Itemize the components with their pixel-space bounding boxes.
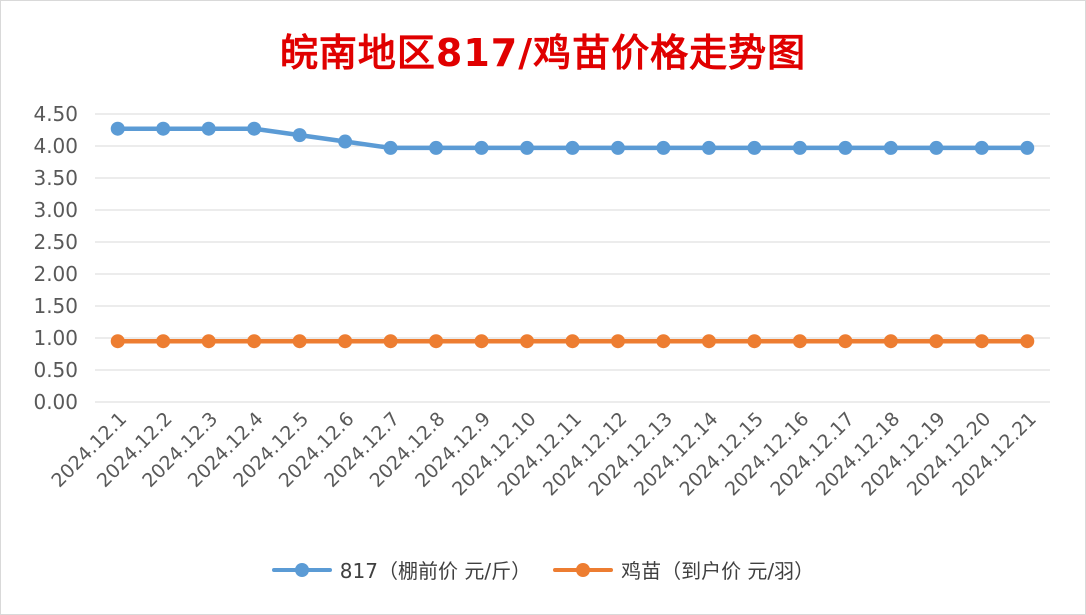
y-tick-label: 2.00 (33, 262, 78, 286)
data-point (110, 121, 125, 136)
data-point (701, 334, 716, 349)
data-point (838, 334, 853, 349)
y-axis-ticks: 0.00 0.50 1.00 1.50 2.00 2.50 3.00 3.50 4.00 4.50 (33, 102, 78, 414)
data-point (383, 334, 398, 349)
chart-title: 皖南地区817/鸡苗价格走势图 (279, 31, 807, 75)
data-point (565, 140, 580, 155)
data-point (247, 334, 262, 349)
data-point (292, 128, 307, 143)
data-point (338, 334, 353, 349)
data-point (929, 334, 944, 349)
data-point (520, 334, 535, 349)
data-point (747, 334, 762, 349)
data-point (701, 140, 716, 155)
y-tick-label: 4.00 (33, 134, 78, 158)
data-point (792, 140, 807, 155)
data-point (110, 334, 125, 349)
legend-label-chick: 鸡苗（到户价 元/羽） (621, 559, 815, 583)
data-point (429, 334, 444, 349)
data-point (156, 334, 171, 349)
data-point (974, 140, 989, 155)
data-point (1020, 140, 1035, 155)
data-point (474, 140, 489, 155)
legend-label-817: 817（棚前价 元/斤） (339, 559, 532, 583)
data-point (1020, 334, 1035, 349)
data-point (292, 334, 307, 349)
data-point (929, 140, 944, 155)
data-point (883, 140, 898, 155)
legend-item-chick: 鸡苗（到户价 元/羽） (553, 555, 814, 584)
data-point (565, 334, 580, 349)
legend-item-817: 817（棚前价 元/斤） (271, 555, 532, 584)
x-axis-ticks: 2024.12.12024.12.22024.12.32024.12.42024… (47, 408, 1040, 500)
data-point (520, 140, 535, 155)
data-point (474, 334, 489, 349)
series-layer (110, 121, 1035, 349)
y-tick-label: 1.50 (33, 294, 78, 318)
data-point (610, 140, 625, 155)
y-tick-label: 0.00 (33, 390, 78, 414)
legend-swatch-817 (271, 562, 332, 577)
legend-swatch-chick (553, 562, 614, 577)
data-point (747, 140, 762, 155)
y-tick-label: 4.50 (33, 102, 78, 126)
data-point (201, 334, 216, 349)
y-tick-label: 3.00 (33, 198, 78, 222)
legend: 817（棚前价 元/斤） 鸡苗（到户价 元/羽） (0, 555, 1086, 584)
data-point (156, 121, 171, 136)
series-817 (110, 121, 1035, 155)
data-point (383, 140, 398, 155)
data-point (247, 121, 262, 136)
gridlines (95, 113, 1050, 403)
data-point (838, 140, 853, 155)
y-tick-label: 0.50 (33, 358, 78, 382)
y-tick-label: 1.00 (33, 326, 78, 350)
data-point (201, 121, 216, 136)
data-point (338, 134, 353, 149)
y-tick-label: 3.50 (33, 166, 78, 190)
data-point (429, 140, 444, 155)
series-chick (110, 334, 1035, 349)
data-point (974, 334, 989, 349)
data-point (656, 140, 671, 155)
data-point (792, 334, 807, 349)
data-point (883, 334, 898, 349)
data-point (656, 334, 671, 349)
y-tick-label: 2.50 (33, 230, 78, 254)
data-point (610, 334, 625, 349)
